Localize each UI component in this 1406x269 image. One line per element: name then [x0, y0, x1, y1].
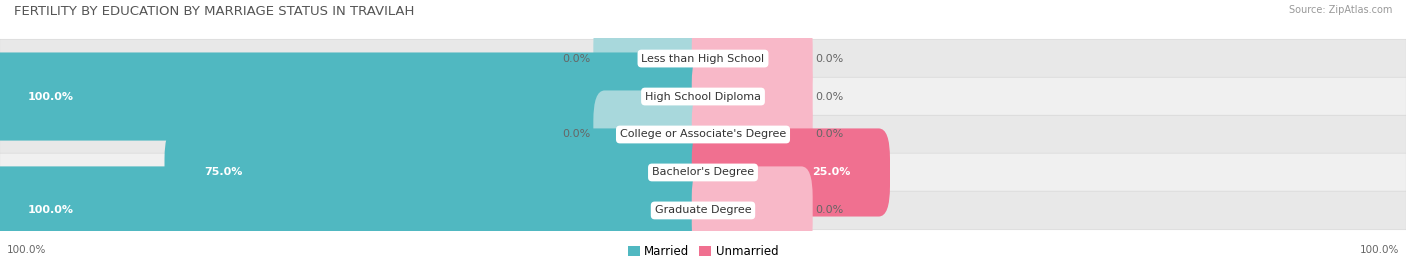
- Text: 0.0%: 0.0%: [562, 129, 591, 140]
- Text: 0.0%: 0.0%: [815, 206, 844, 215]
- Text: 100.0%: 100.0%: [28, 206, 75, 215]
- FancyBboxPatch shape: [0, 153, 1406, 192]
- Text: 0.0%: 0.0%: [815, 129, 844, 140]
- FancyBboxPatch shape: [692, 15, 813, 102]
- Text: High School Diploma: High School Diploma: [645, 91, 761, 101]
- FancyBboxPatch shape: [593, 90, 714, 179]
- Text: 100.0%: 100.0%: [28, 91, 75, 101]
- FancyBboxPatch shape: [692, 52, 813, 141]
- Text: Graduate Degree: Graduate Degree: [655, 206, 751, 215]
- Text: 0.0%: 0.0%: [562, 54, 591, 63]
- FancyBboxPatch shape: [0, 77, 1406, 116]
- Text: 100.0%: 100.0%: [1360, 245, 1399, 255]
- FancyBboxPatch shape: [692, 167, 813, 254]
- FancyBboxPatch shape: [0, 39, 1406, 78]
- Text: 0.0%: 0.0%: [815, 54, 844, 63]
- FancyBboxPatch shape: [692, 90, 813, 179]
- Text: Less than High School: Less than High School: [641, 54, 765, 63]
- FancyBboxPatch shape: [692, 128, 890, 217]
- Text: FERTILITY BY EDUCATION BY MARRIAGE STATUS IN TRAVILAH: FERTILITY BY EDUCATION BY MARRIAGE STATU…: [14, 5, 415, 18]
- Text: 75.0%: 75.0%: [204, 168, 242, 178]
- FancyBboxPatch shape: [0, 191, 1406, 230]
- Text: College or Associate's Degree: College or Associate's Degree: [620, 129, 786, 140]
- Text: 0.0%: 0.0%: [815, 91, 844, 101]
- Text: 25.0%: 25.0%: [813, 168, 851, 178]
- FancyBboxPatch shape: [0, 167, 714, 254]
- Text: 100.0%: 100.0%: [7, 245, 46, 255]
- FancyBboxPatch shape: [0, 115, 1406, 154]
- FancyBboxPatch shape: [0, 52, 714, 141]
- Legend: Married, Unmarried: Married, Unmarried: [623, 241, 783, 263]
- Text: Bachelor's Degree: Bachelor's Degree: [652, 168, 754, 178]
- FancyBboxPatch shape: [165, 128, 714, 217]
- FancyBboxPatch shape: [593, 15, 714, 102]
- Text: Source: ZipAtlas.com: Source: ZipAtlas.com: [1288, 5, 1392, 15]
